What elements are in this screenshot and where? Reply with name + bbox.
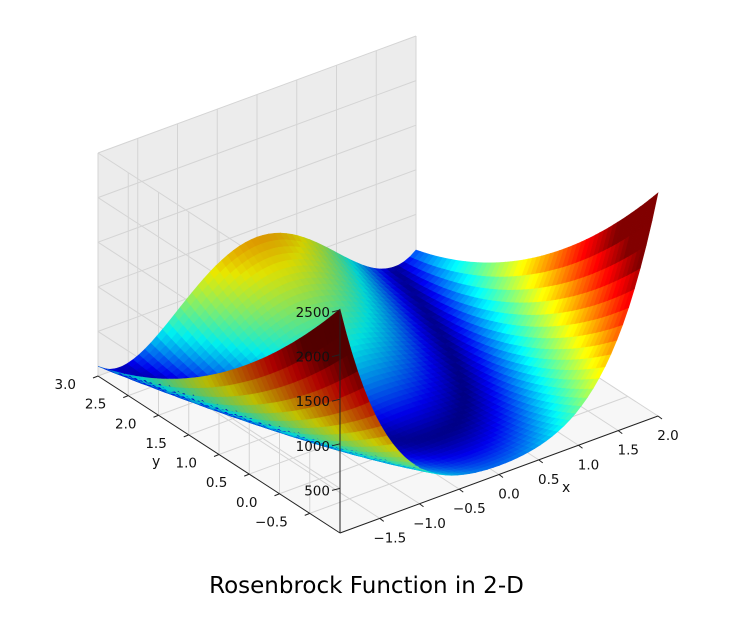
y-tick-mark — [123, 395, 129, 399]
z-tick-mark — [331, 398, 341, 402]
x-tick-mark — [617, 430, 623, 435]
x-tick-mark — [578, 444, 583, 449]
y-tick-label: 1.0 — [176, 456, 197, 472]
x-axis-label: x — [562, 480, 570, 496]
z-tick-mark — [331, 309, 341, 313]
z-tick-mark — [331, 354, 341, 358]
z-tick-label: 1000 — [296, 439, 330, 455]
z-tick-label: 500 — [304, 483, 330, 499]
y-tick-label: 2.5 — [85, 397, 106, 413]
y-tick-label: 1.5 — [145, 436, 166, 452]
y-tick-label: 0.0 — [236, 495, 257, 511]
z-tick-mark — [331, 487, 341, 491]
z-tick-label: 2500 — [296, 305, 330, 321]
y-tick-mark — [183, 434, 189, 438]
x-tick-label: −0.5 — [453, 501, 486, 517]
x-tick-mark — [657, 415, 663, 420]
x-tick-label: 0.0 — [498, 487, 519, 503]
x-tick-mark — [379, 517, 385, 522]
x-tick-label: −1.0 — [413, 516, 446, 532]
tick-labels: −1.5 −1.0 −0.5 0.0 0.5 1.0 1.5 2.0 −0.5 0.0 0.5 1.0… — [55, 305, 679, 546]
y-tick-label: −0.5 — [255, 514, 288, 530]
surface-cell — [647, 192, 659, 225]
z-tick-label: 1500 — [296, 394, 330, 410]
back-grid-z — [97, 169, 417, 288]
y-tick-mark — [153, 414, 159, 418]
x-tick-label: 1.0 — [578, 457, 599, 473]
y-tick-mark — [244, 473, 250, 477]
z-tick-label: 2000 — [296, 350, 330, 366]
y-axis-label: y — [152, 454, 160, 470]
y-tick-label: 0.5 — [206, 475, 227, 491]
x-tick-label: 2.0 — [657, 428, 678, 444]
x-tick-label: 1.5 — [618, 443, 639, 459]
x-tick-label: −1.5 — [373, 530, 406, 546]
z-tick-mark — [331, 443, 341, 447]
back-grid-z — [97, 80, 417, 199]
x-tick-mark — [458, 488, 464, 493]
figure-caption: Rosenbrock Function in 2-D — [209, 573, 524, 599]
axes-lines — [92, 309, 663, 534]
back-grid-z — [97, 124, 417, 243]
rosenbrock-3d-surface-plot: −1.5 −1.0 −0.5 0.0 0.5 1.0 1.5 2.0 −0.5 0.0 0.5 1.0… — [55, 35, 679, 546]
y-tick-mark — [304, 512, 310, 516]
y-tick-mark — [92, 375, 99, 379]
y-tick-label: 3.0 — [55, 377, 76, 393]
back-grid-z — [97, 35, 417, 154]
x-tick-mark — [498, 474, 504, 478]
x-tick-mark — [419, 503, 424, 508]
surface-mesh — [97, 192, 659, 476]
y-tick-mark — [213, 454, 220, 457]
x-tick-mark — [538, 459, 544, 464]
x-tick-label: 0.5 — [538, 472, 559, 488]
y-tick-mark — [274, 493, 280, 497]
y-tick-label: 2.0 — [115, 416, 136, 432]
